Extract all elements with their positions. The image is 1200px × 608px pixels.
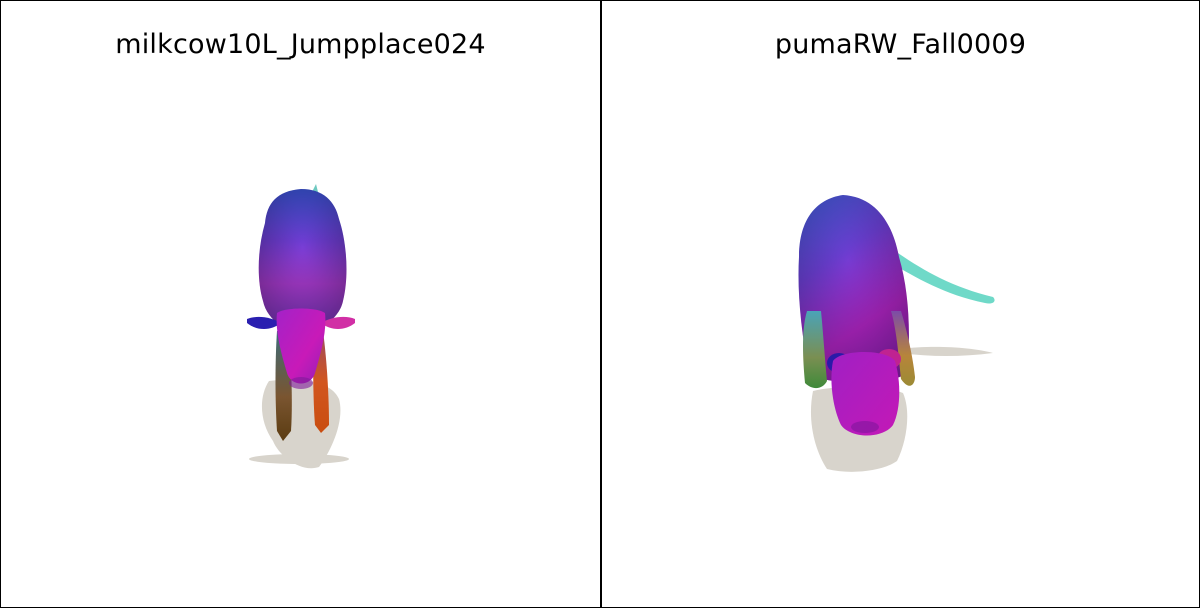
- cow-ear-left: [247, 316, 281, 329]
- puma-tail: [891, 251, 995, 304]
- panel-title-cow: milkcow10L_Jumpplace024: [115, 29, 486, 60]
- cow-render: [247, 184, 355, 469]
- panel-puma: pumaRW_Fall0009: [601, 1, 1200, 607]
- puma-leg-right: [891, 311, 915, 386]
- cow-shadow: [249, 379, 349, 469]
- panel-cow: milkcow10L_Jumpplace024: [1, 1, 600, 607]
- panel-title-puma: pumaRW_Fall0009: [774, 29, 1027, 60]
- cow-ear-right: [321, 316, 355, 329]
- puma-render: [798, 195, 995, 472]
- cow-head: [276, 308, 326, 384]
- puma-head: [831, 352, 900, 436]
- panel-divider: [600, 1, 602, 607]
- puma-leg-left: [803, 311, 827, 389]
